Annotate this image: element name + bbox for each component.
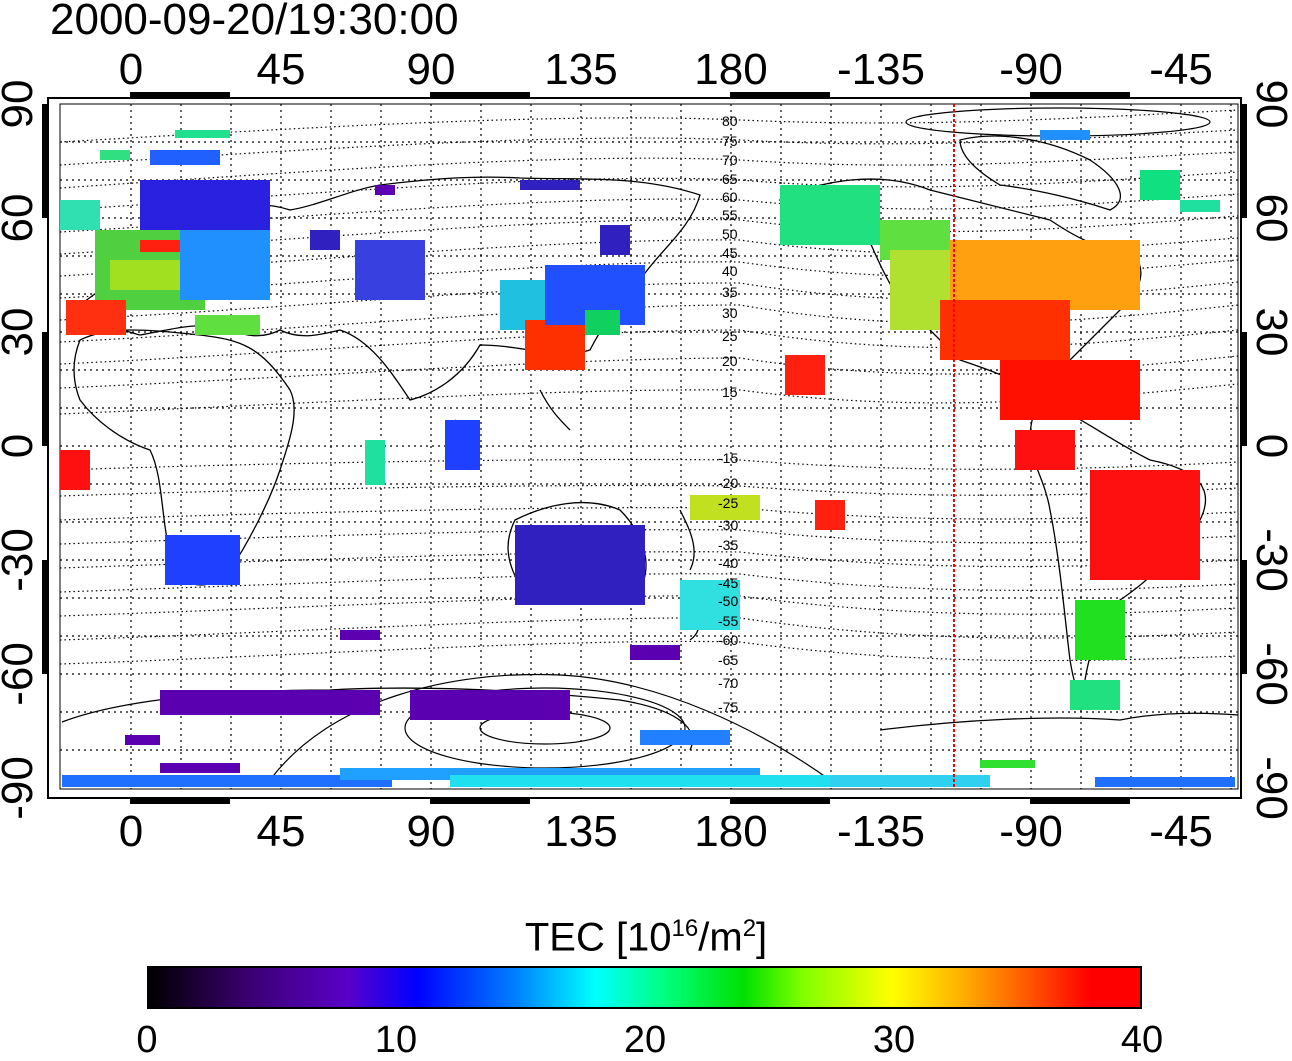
contour-label: 40 (722, 263, 738, 279)
contour-label: 20 (722, 353, 738, 369)
contour-label: 75 (722, 133, 738, 149)
svg-text:180: 180 (694, 45, 767, 94)
svg-text:60: 60 (1247, 194, 1292, 243)
svg-text:90: 90 (1247, 80, 1292, 129)
svg-text:180: 180 (694, 807, 767, 856)
contour-label: 15 (722, 384, 738, 400)
contour-label: 30 (722, 305, 738, 321)
contour-label: -35 (718, 537, 738, 553)
tec-world-map: 80 75 70 65 60 55 50 45 40 35 30 25 20 15 -15 -20 -25 -30… (0, 45, 1292, 856)
contour-label: 35 (722, 284, 738, 300)
svg-text:-60: -60 (0, 642, 42, 706)
contour-label: -40 (718, 555, 738, 571)
contour-label: -20 (718, 475, 738, 491)
svg-text:-90: -90 (0, 756, 42, 820)
svg-text:0: 0 (119, 45, 143, 94)
svg-text:0: 0 (1247, 434, 1292, 458)
svg-text:0: 0 (119, 807, 143, 856)
map-timestamp-title: 2000-09-20/19:30:00 (50, 0, 459, 44)
svg-text:60: 60 (0, 194, 42, 243)
colorbar-tick: 20 (623, 1019, 667, 1061)
svg-text:-45: -45 (1149, 807, 1213, 856)
tec-colorbar (147, 966, 1142, 1009)
colorbar-tick: 40 (1120, 1019, 1164, 1061)
contour-label: 25 (722, 328, 738, 344)
colorbar-tick: 10 (374, 1019, 418, 1061)
contour-label: 60 (722, 189, 738, 205)
svg-text:135: 135 (544, 807, 617, 856)
svg-text:-135: -135 (837, 45, 925, 94)
lat-ticks-right: 90 60 30 0 -30 -60 -90 (1247, 80, 1292, 820)
colorbar-title: TEC [1016/m2] (524, 915, 768, 960)
contour-label: 45 (722, 245, 738, 261)
contour-label: -15 (718, 450, 738, 466)
axis-bars (42, 92, 1247, 804)
contour-label: 70 (722, 152, 738, 168)
lon-ticks-bottom: 0 45 90 135 180 -135 -90 -45 (119, 807, 1213, 856)
tec-observations (60, 130, 1235, 787)
contour-label: 50 (722, 226, 738, 242)
svg-text:-60: -60 (1247, 642, 1292, 706)
lon-ticks-top: 0 45 90 135 180 -135 -90 -45 (119, 45, 1213, 94)
contour-label: -25 (718, 495, 738, 511)
contour-label: -55 (718, 613, 738, 629)
colorbar-tick: 30 (872, 1019, 916, 1061)
contour-label: 65 (722, 171, 738, 187)
svg-text:90: 90 (0, 80, 42, 129)
colorbar-tick: 0 (136, 1019, 158, 1061)
svg-text:135: 135 (544, 45, 617, 94)
contour-label: -65 (718, 652, 738, 668)
svg-text:45: 45 (257, 45, 306, 94)
svg-text:30: 30 (0, 308, 42, 357)
contour-label: -75 (718, 699, 738, 715)
svg-text:-135: -135 (837, 807, 925, 856)
contour-label: -60 (718, 632, 738, 648)
svg-text:45: 45 (257, 807, 306, 856)
svg-text:-30: -30 (1247, 528, 1292, 592)
svg-text:90: 90 (407, 45, 456, 94)
contour-label: -45 (718, 575, 738, 591)
svg-text:-90: -90 (999, 45, 1063, 94)
contour-label: -70 (718, 675, 738, 691)
svg-text:-45: -45 (1149, 45, 1213, 94)
contour-label: 80 (722, 113, 738, 129)
svg-text:-90: -90 (999, 807, 1063, 856)
svg-text:0: 0 (0, 434, 42, 458)
contour-label: 55 (722, 207, 738, 223)
svg-text:30: 30 (1247, 308, 1292, 357)
contour-labels: 80 75 70 65 60 55 50 45 40 35 30 25 20 15 -15 -20 -25 -30… (718, 113, 738, 715)
lat-ticks-left: 90 60 30 0 -30 -60 -90 (0, 80, 42, 820)
svg-text:-90: -90 (1247, 756, 1292, 820)
svg-text:-30: -30 (0, 528, 42, 592)
contour-label: -30 (718, 517, 738, 533)
contour-label: -50 (718, 593, 738, 609)
svg-text:90: 90 (407, 807, 456, 856)
